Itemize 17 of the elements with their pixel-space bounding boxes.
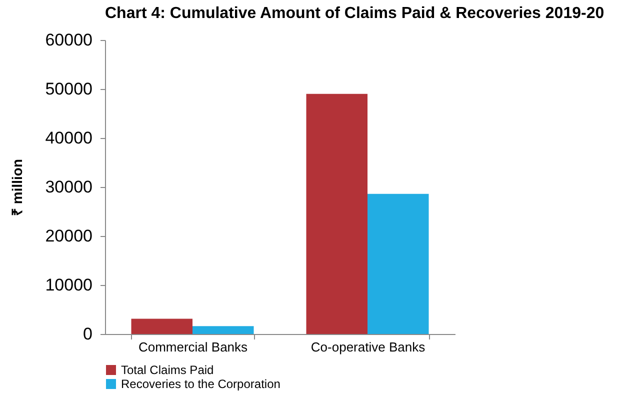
legend-label: Total Claims Paid [121, 363, 214, 377]
y-axis-title: ₹ million [9, 159, 26, 216]
y-tick-label: 10000 [45, 276, 92, 294]
y-tick-label: 50000 [45, 80, 92, 98]
y-tick-label: 0 [83, 324, 92, 344]
y-tick-label: 20000 [45, 226, 92, 246]
bar [368, 194, 429, 334]
y-tick-label: 40000 [45, 128, 92, 148]
legend-label: Recoveries to the Corporation [121, 377, 280, 391]
bar [306, 94, 368, 334]
y-tick-label: 30000 [45, 178, 92, 196]
bar [131, 318, 192, 334]
x-tick-label: Co-operative Banks [310, 340, 426, 354]
bar [192, 326, 254, 334]
x-tick-label: Commercial Banks [138, 340, 248, 354]
chart-title: Chart 4: Cumulative Amount of Claims Paid & Recoveries 2019-20 [105, 5, 604, 22]
y-tick-label: 60000 [45, 30, 92, 50]
